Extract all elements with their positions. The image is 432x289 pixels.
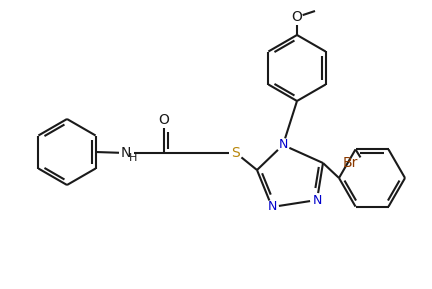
- Text: H: H: [129, 153, 137, 163]
- Text: Br: Br: [343, 156, 358, 171]
- Text: N: N: [312, 194, 322, 207]
- Text: N: N: [121, 146, 131, 160]
- Text: O: O: [292, 10, 302, 24]
- Text: N: N: [278, 138, 288, 151]
- Text: O: O: [159, 113, 169, 127]
- Text: N: N: [267, 201, 276, 214]
- Text: S: S: [232, 146, 240, 160]
